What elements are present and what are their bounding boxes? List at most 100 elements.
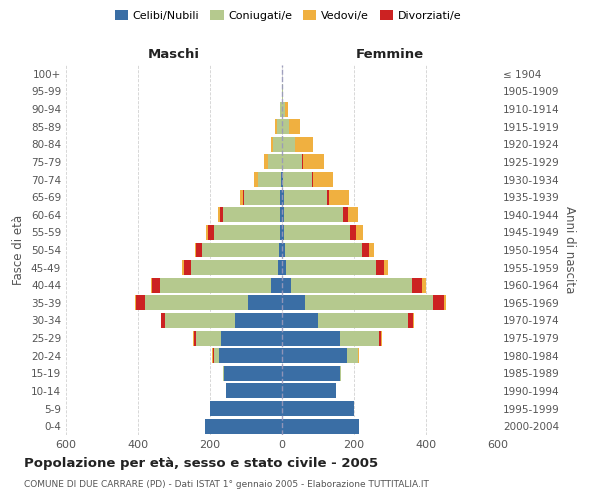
Bar <box>278 260 282 275</box>
Bar <box>264 154 268 170</box>
Bar <box>282 119 289 134</box>
Bar <box>258 172 281 187</box>
Bar <box>433 296 444 310</box>
Text: Maschi: Maschi <box>148 48 200 62</box>
Bar <box>219 348 282 363</box>
Bar <box>214 348 219 363</box>
Bar <box>284 208 343 222</box>
Bar <box>444 296 446 310</box>
Bar <box>283 172 311 187</box>
Bar <box>379 330 381 345</box>
Bar <box>223 208 280 222</box>
Bar <box>182 260 184 275</box>
Bar <box>376 260 383 275</box>
Bar <box>136 296 145 310</box>
Bar <box>213 348 214 363</box>
Bar <box>302 154 324 170</box>
Bar <box>268 154 282 170</box>
Bar <box>383 260 388 275</box>
Bar <box>362 242 369 258</box>
Bar <box>282 401 354 416</box>
Bar <box>248 296 282 310</box>
Bar <box>165 313 235 328</box>
Bar <box>282 384 336 398</box>
Bar <box>202 242 279 258</box>
Bar <box>347 208 358 222</box>
Bar <box>284 190 327 204</box>
Bar <box>422 278 426 292</box>
Bar <box>412 278 422 292</box>
Bar <box>280 225 282 240</box>
Text: Femmine: Femmine <box>356 48 424 62</box>
Bar <box>191 260 278 275</box>
Bar <box>282 330 340 345</box>
Bar <box>350 225 356 240</box>
Bar <box>282 190 284 204</box>
Text: COMUNE DI DUE CARRARE (PD) - Dati ISTAT 1° gennaio 2005 - Elaborazione TUTTITALI: COMUNE DI DUE CARRARE (PD) - Dati ISTAT … <box>24 480 429 489</box>
Bar <box>193 330 194 345</box>
Bar <box>327 190 329 204</box>
Bar <box>218 208 220 222</box>
Bar <box>161 313 165 328</box>
Bar <box>291 278 412 292</box>
Bar <box>145 296 248 310</box>
Bar <box>413 313 414 328</box>
Legend: Celibi/Nubili, Coniugati/e, Vedovi/e, Divorziati/e: Celibi/Nubili, Coniugati/e, Vedovi/e, Di… <box>110 6 466 25</box>
Bar <box>224 366 282 381</box>
Bar <box>282 260 286 275</box>
Bar <box>285 242 362 258</box>
Bar <box>356 225 363 240</box>
Bar <box>282 418 359 434</box>
Bar <box>282 348 347 363</box>
Bar <box>275 119 277 134</box>
Bar <box>254 172 258 187</box>
Bar <box>196 242 202 258</box>
Bar <box>347 348 358 363</box>
Bar <box>313 172 333 187</box>
Bar <box>282 84 283 99</box>
Bar <box>160 278 271 292</box>
Bar <box>284 225 350 240</box>
Bar <box>381 330 382 345</box>
Bar <box>271 137 273 152</box>
Bar <box>280 102 282 116</box>
Bar <box>305 296 433 310</box>
Bar <box>210 401 282 416</box>
Bar <box>343 208 347 222</box>
Bar <box>194 330 196 345</box>
Bar <box>220 208 223 222</box>
Bar <box>329 190 349 204</box>
Bar <box>282 172 283 187</box>
Bar <box>152 278 160 292</box>
Bar <box>244 190 280 204</box>
Bar <box>369 242 374 258</box>
Bar <box>286 260 376 275</box>
Bar <box>184 260 191 275</box>
Bar <box>358 348 359 363</box>
Bar <box>206 225 208 240</box>
Bar <box>214 225 280 240</box>
Bar <box>282 154 302 170</box>
Bar <box>226 384 282 398</box>
Bar <box>318 313 408 328</box>
Bar <box>235 313 282 328</box>
Text: Popolazione per età, sesso e stato civile - 2005: Popolazione per età, sesso e stato civil… <box>24 458 378 470</box>
Bar <box>194 242 196 258</box>
Bar <box>212 348 213 363</box>
Bar <box>221 330 282 345</box>
Bar <box>196 330 221 345</box>
Y-axis label: Fasce di età: Fasce di età <box>13 215 25 285</box>
Bar <box>282 296 305 310</box>
Bar <box>295 137 313 152</box>
Bar <box>282 313 318 328</box>
Bar <box>282 208 284 222</box>
Bar <box>340 366 341 381</box>
Bar <box>282 366 340 381</box>
Bar <box>289 119 300 134</box>
Y-axis label: Anni di nascita: Anni di nascita <box>563 206 576 294</box>
Bar <box>282 242 285 258</box>
Bar <box>285 102 288 116</box>
Bar <box>151 278 152 292</box>
Bar <box>279 242 282 258</box>
Bar <box>282 225 284 240</box>
